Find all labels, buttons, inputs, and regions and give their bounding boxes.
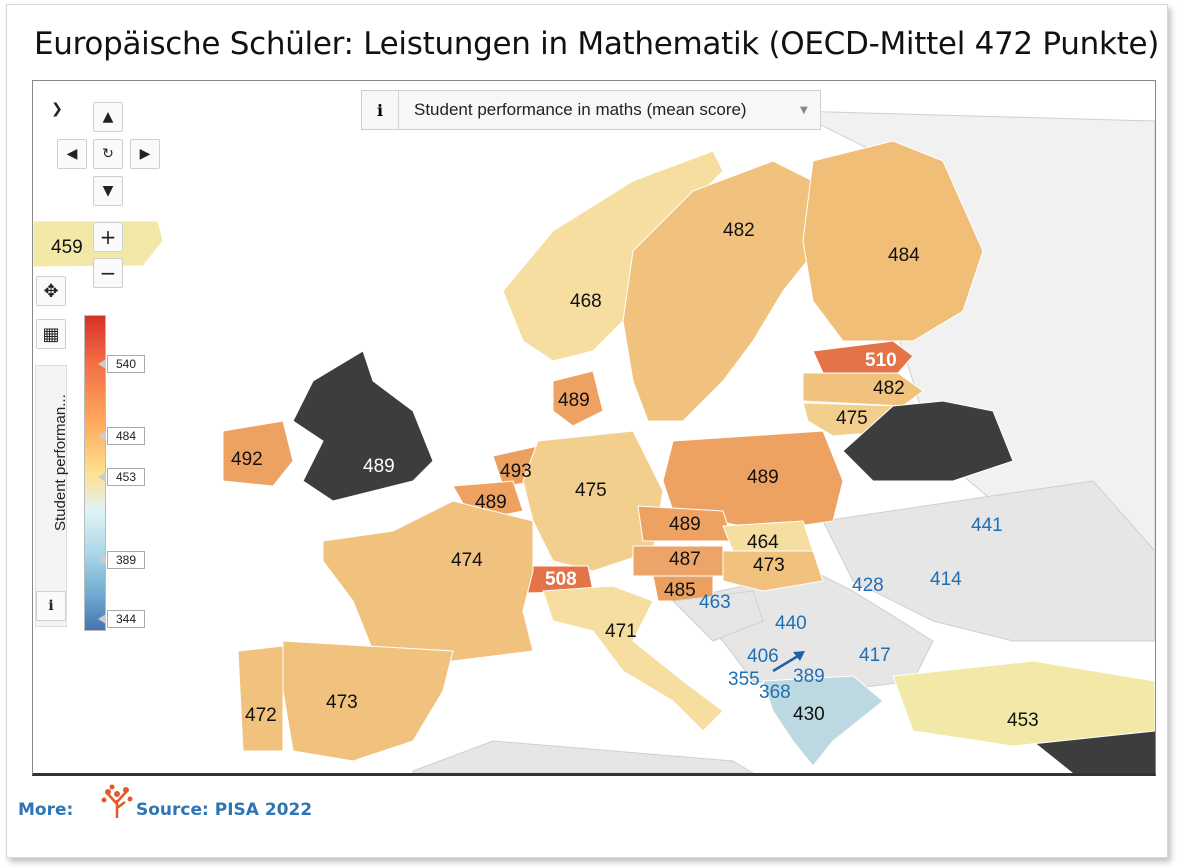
region-uk[interactable] xyxy=(292,350,434,502)
label-sweden: 482 xyxy=(723,220,755,241)
label-belgium: 489 xyxy=(475,492,507,513)
label-finland: 484 xyxy=(888,245,920,266)
region-estonia[interactable] xyxy=(812,340,914,374)
label-bulgaria: 417 xyxy=(859,645,891,666)
label-serbia: 440 xyxy=(775,613,807,634)
label-uk: 489 xyxy=(363,456,395,477)
label-estonia: 510 xyxy=(865,350,897,371)
label-netherlands: 493 xyxy=(500,461,532,482)
zoom-in-button[interactable]: + xyxy=(93,222,123,252)
region-north-africa-nodata xyxy=(412,740,754,773)
region-finland[interactable] xyxy=(802,140,984,342)
layout-icon[interactable]: ▦ xyxy=(36,319,66,349)
label-poland: 489 xyxy=(747,467,779,488)
region-middle-east-nodata xyxy=(1033,731,1155,773)
label-austria: 487 xyxy=(669,549,701,570)
legend-tick: 484 xyxy=(98,427,145,445)
pan-down-button[interactable]: ▼ xyxy=(93,176,123,206)
label-spain: 473 xyxy=(326,692,358,713)
label-turkey: 453 xyxy=(1007,710,1039,731)
europe-map[interactable]: 459 468 482 484 510 482 475 489 492 489 … xyxy=(33,81,1155,773)
label-greenland: 459 xyxy=(51,237,83,258)
label-north-macedonia: 389 xyxy=(793,666,825,687)
region-denmark[interactable] xyxy=(552,370,604,427)
indicator-info-button[interactable]: i xyxy=(362,91,399,129)
rotate-reset-button[interactable]: ↻ xyxy=(93,139,123,169)
dropdown-caret-icon[interactable]: ▼ xyxy=(800,104,808,116)
move-icon[interactable]: ✥ xyxy=(36,276,66,306)
region-eastern-nodata xyxy=(822,480,1155,642)
label-portugal: 472 xyxy=(245,705,277,726)
legend-tick: 453 xyxy=(98,468,145,486)
region-croatia[interactable] xyxy=(671,590,764,642)
label-italy: 471 xyxy=(605,621,637,642)
label-montenegro: 406 xyxy=(747,646,779,667)
label-croatia: 463 xyxy=(699,592,731,613)
expand-panel-button[interactable]: ❯ xyxy=(51,101,63,117)
region-sweden[interactable] xyxy=(622,160,824,422)
region-ireland[interactable] xyxy=(222,420,294,487)
pan-left-button[interactable]: ◀ xyxy=(57,139,87,169)
indicator-selector[interactable]: i Student performance in maths (mean sco… xyxy=(361,90,821,130)
legend-info-button[interactable]: i xyxy=(36,591,66,621)
page-title: Europäische Schüler: Leistungen in Mathe… xyxy=(34,26,1160,62)
region-france[interactable] xyxy=(322,500,534,662)
region-belarus[interactable] xyxy=(842,400,1014,482)
region-latvia[interactable] xyxy=(802,372,924,407)
legend-tick: 540 xyxy=(98,355,145,373)
source-link[interactable]: Source: PISA 2022 xyxy=(136,800,313,820)
montenegro-arrowhead xyxy=(793,651,805,661)
tree-icon[interactable] xyxy=(98,782,136,820)
label-norway: 468 xyxy=(570,291,602,312)
pan-right-button[interactable]: ▶ xyxy=(130,139,160,169)
label-denmark: 489 xyxy=(558,390,590,411)
label-kosovo: 355 xyxy=(728,669,760,690)
more-link[interactable]: More: xyxy=(18,800,74,820)
label-albania: 368 xyxy=(759,682,791,703)
legend-title: Student performan... xyxy=(52,394,69,531)
footer: More: Source: PISA 2022 xyxy=(18,784,312,820)
pan-up-button[interactable]: ▲ xyxy=(93,102,123,132)
indicator-label: Student performance in maths (mean score… xyxy=(414,100,747,119)
region-portugal[interactable] xyxy=(237,645,284,752)
label-slovakia: 464 xyxy=(747,532,779,553)
label-hungary: 473 xyxy=(753,555,785,576)
zoom-out-button[interactable]: − xyxy=(93,258,123,288)
map-panel[interactable]: 459 468 482 484 510 482 475 489 492 489 … xyxy=(32,80,1156,776)
legend-panel[interactable] xyxy=(35,365,67,627)
label-ireland: 492 xyxy=(231,449,263,470)
region-italy[interactable] xyxy=(542,585,724,732)
legend-tick: 344 xyxy=(98,610,145,628)
legend-tick: 389 xyxy=(98,551,145,569)
label-switzerland: 508 xyxy=(545,569,577,590)
region-hungary[interactable] xyxy=(722,550,824,592)
region-germany[interactable] xyxy=(522,430,664,572)
region-turkey[interactable] xyxy=(892,660,1155,747)
region-greece[interactable] xyxy=(762,675,884,767)
label-greece: 430 xyxy=(793,704,825,725)
label-ukraine: 441 xyxy=(971,515,1003,536)
label-slovenia: 485 xyxy=(664,580,696,601)
label-czechia: 489 xyxy=(669,514,701,535)
label-romania: 428 xyxy=(852,575,884,596)
region-spain[interactable] xyxy=(282,640,454,762)
label-germany: 475 xyxy=(575,480,607,501)
label-lithuania: 475 xyxy=(836,408,868,429)
label-latvia: 482 xyxy=(873,378,905,399)
label-france: 474 xyxy=(451,550,483,571)
label-moldova: 414 xyxy=(930,569,962,590)
